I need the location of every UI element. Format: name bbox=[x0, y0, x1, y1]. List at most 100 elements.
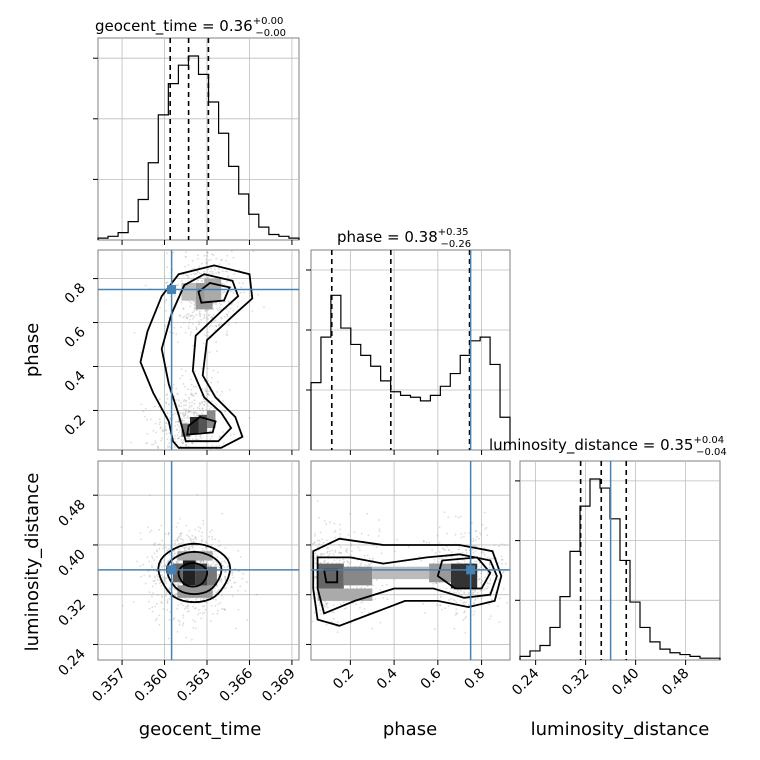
sample-point bbox=[191, 401, 193, 404]
sample-point bbox=[164, 275, 166, 278]
sample-point bbox=[231, 595, 234, 598]
sample-point bbox=[326, 602, 329, 605]
sample-point bbox=[318, 539, 321, 542]
sample-point bbox=[331, 621, 333, 623]
sample-point bbox=[169, 331, 171, 334]
sample-point bbox=[342, 562, 345, 564]
sample-point bbox=[190, 538, 193, 541]
sample-point bbox=[159, 582, 161, 584]
sample-point bbox=[237, 570, 240, 573]
sample-point bbox=[190, 315, 193, 317]
sample-point bbox=[249, 294, 252, 297]
sample-point bbox=[325, 523, 328, 526]
sample-point bbox=[219, 308, 222, 311]
sample-point bbox=[460, 536, 463, 539]
sample-point bbox=[192, 538, 195, 541]
tick-label-x-geocent_time: 0.363 bbox=[174, 666, 214, 706]
sample-point bbox=[323, 552, 326, 555]
sample-point bbox=[193, 399, 196, 402]
sample-point bbox=[200, 437, 203, 440]
sample-point bbox=[500, 559, 503, 561]
sample-point bbox=[438, 551, 441, 553]
sample-point bbox=[185, 636, 187, 639]
sample-point bbox=[321, 538, 323, 540]
sample-point bbox=[215, 303, 217, 306]
sample-point bbox=[227, 275, 230, 278]
sample-point bbox=[488, 563, 491, 566]
sample-point bbox=[174, 552, 176, 554]
sample-point bbox=[502, 587, 505, 590]
truth-marker bbox=[167, 285, 177, 295]
sample-point bbox=[205, 546, 207, 549]
sample-point bbox=[196, 406, 199, 409]
sample-point bbox=[164, 564, 167, 567]
sample-point bbox=[172, 332, 175, 335]
tick-label-x-luminosity_distance: 0.40 bbox=[609, 666, 642, 699]
sample-point bbox=[203, 605, 206, 607]
sample-point bbox=[144, 416, 146, 418]
sample-point bbox=[204, 334, 207, 337]
sample-point bbox=[223, 316, 226, 318]
sample-point bbox=[234, 581, 237, 584]
sample-point bbox=[194, 438, 197, 441]
tick-label-y-phase: 0.8 bbox=[62, 280, 89, 307]
sample-point bbox=[233, 582, 236, 584]
sample-point bbox=[231, 586, 233, 588]
sample-point bbox=[168, 552, 171, 555]
sample-point bbox=[196, 271, 199, 273]
sample-point bbox=[313, 611, 316, 614]
sample-point bbox=[166, 266, 169, 269]
sample-point bbox=[367, 565, 369, 567]
sample-point bbox=[160, 524, 163, 527]
sample-point bbox=[151, 606, 154, 609]
sample-point bbox=[315, 562, 317, 565]
sample-point bbox=[229, 290, 232, 293]
sample-point bbox=[159, 421, 161, 423]
sample-point bbox=[188, 410, 191, 413]
sample-point bbox=[186, 607, 189, 610]
sample-point bbox=[166, 412, 169, 414]
sample-point bbox=[158, 528, 161, 531]
sample-point bbox=[177, 583, 180, 586]
sample-point bbox=[207, 405, 210, 407]
sample-point bbox=[188, 610, 191, 612]
sample-point bbox=[195, 327, 198, 330]
sample-point bbox=[218, 444, 220, 447]
sample-point bbox=[190, 383, 193, 386]
sample-point bbox=[210, 324, 213, 327]
sample-point bbox=[189, 410, 192, 412]
sample-point bbox=[460, 533, 463, 535]
sample-point bbox=[178, 548, 181, 551]
sample-point bbox=[322, 560, 325, 563]
sample-point bbox=[179, 377, 182, 380]
panel-geocent-time-hist bbox=[97, 37, 300, 241]
tick-label-y-luminosity_distance: 0.40 bbox=[55, 546, 88, 579]
sample-point bbox=[161, 574, 163, 577]
tick-label-x-geocent_time: 0.360 bbox=[132, 666, 172, 706]
sample-point bbox=[150, 529, 153, 532]
sample-point bbox=[180, 542, 183, 545]
sample-point bbox=[203, 400, 206, 403]
sample-point bbox=[497, 578, 499, 581]
sample-point bbox=[433, 559, 436, 561]
sample-point bbox=[155, 617, 158, 620]
tick-label-x-phase: 0.4 bbox=[374, 665, 401, 692]
sample-point bbox=[151, 585, 154, 588]
sample-point bbox=[486, 534, 488, 537]
sample-point bbox=[188, 417, 190, 419]
sample-point bbox=[183, 548, 186, 550]
sample-point bbox=[226, 330, 228, 333]
sample-point bbox=[211, 444, 214, 447]
sample-point bbox=[164, 422, 167, 424]
sample-point bbox=[487, 582, 489, 585]
sample-point bbox=[151, 566, 153, 568]
sample-point bbox=[333, 611, 335, 614]
sample-point bbox=[202, 560, 205, 562]
sample-point bbox=[323, 561, 326, 564]
sample-point bbox=[203, 313, 206, 316]
sample-point bbox=[226, 313, 229, 315]
sample-point bbox=[199, 436, 202, 438]
sample-point bbox=[502, 570, 505, 573]
sample-point bbox=[149, 574, 151, 577]
sample-point bbox=[190, 302, 193, 304]
